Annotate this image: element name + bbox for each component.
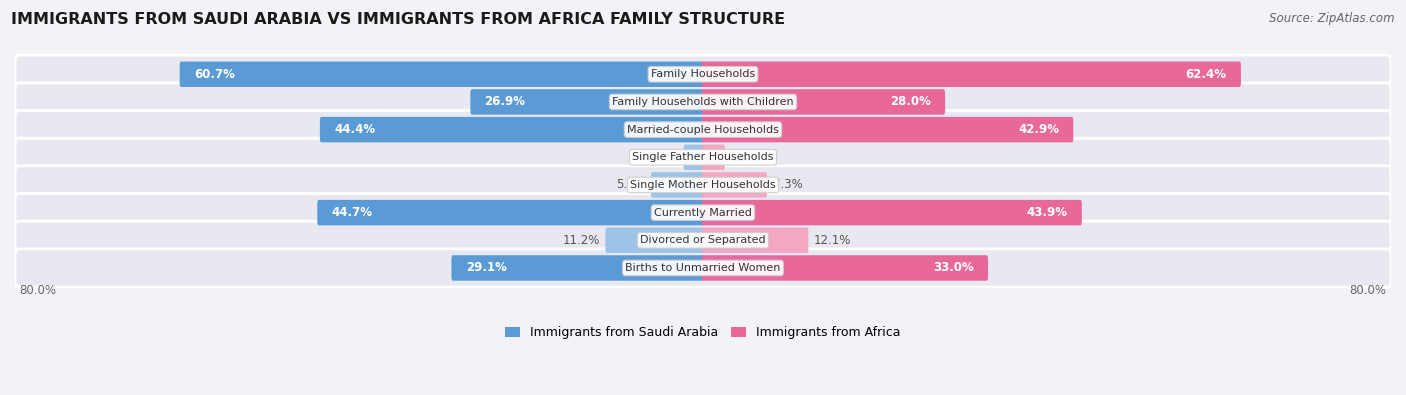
Text: 43.9%: 43.9% xyxy=(1026,206,1067,219)
Text: Single Father Households: Single Father Households xyxy=(633,152,773,162)
Text: 12.1%: 12.1% xyxy=(814,234,851,247)
Text: 62.4%: 62.4% xyxy=(1185,68,1227,81)
FancyBboxPatch shape xyxy=(702,62,1241,87)
FancyBboxPatch shape xyxy=(702,200,1081,226)
FancyBboxPatch shape xyxy=(15,194,1391,232)
Text: 2.1%: 2.1% xyxy=(648,151,678,164)
FancyBboxPatch shape xyxy=(606,228,704,253)
Text: Family Households: Family Households xyxy=(651,69,755,79)
FancyBboxPatch shape xyxy=(180,62,704,87)
FancyBboxPatch shape xyxy=(15,138,1391,177)
FancyBboxPatch shape xyxy=(15,55,1391,93)
FancyBboxPatch shape xyxy=(702,117,1073,142)
FancyBboxPatch shape xyxy=(15,111,1391,149)
Text: 5.9%: 5.9% xyxy=(616,179,645,192)
FancyBboxPatch shape xyxy=(702,172,768,198)
Text: 7.3%: 7.3% xyxy=(773,179,803,192)
Legend: Immigrants from Saudi Arabia, Immigrants from Africa: Immigrants from Saudi Arabia, Immigrants… xyxy=(501,321,905,344)
FancyBboxPatch shape xyxy=(683,145,704,170)
FancyBboxPatch shape xyxy=(318,200,704,226)
Text: Currently Married: Currently Married xyxy=(654,208,752,218)
Text: Single Mother Households: Single Mother Households xyxy=(630,180,776,190)
Text: 42.9%: 42.9% xyxy=(1018,123,1059,136)
FancyBboxPatch shape xyxy=(702,145,725,170)
FancyBboxPatch shape xyxy=(15,166,1391,204)
Text: Family Households with Children: Family Households with Children xyxy=(612,97,794,107)
Text: 26.9%: 26.9% xyxy=(485,96,526,109)
Text: Births to Unmarried Women: Births to Unmarried Women xyxy=(626,263,780,273)
Text: 80.0%: 80.0% xyxy=(20,284,56,297)
FancyBboxPatch shape xyxy=(702,255,988,281)
Text: 2.4%: 2.4% xyxy=(731,151,761,164)
Text: Married-couple Households: Married-couple Households xyxy=(627,124,779,135)
Text: 28.0%: 28.0% xyxy=(890,96,931,109)
Text: 60.7%: 60.7% xyxy=(194,68,235,81)
FancyBboxPatch shape xyxy=(702,89,945,115)
Text: Source: ZipAtlas.com: Source: ZipAtlas.com xyxy=(1270,12,1395,25)
Text: 44.7%: 44.7% xyxy=(332,206,373,219)
FancyBboxPatch shape xyxy=(15,83,1391,121)
FancyBboxPatch shape xyxy=(702,228,808,253)
Text: 33.0%: 33.0% xyxy=(934,261,974,275)
Text: 11.2%: 11.2% xyxy=(562,234,600,247)
FancyBboxPatch shape xyxy=(15,249,1391,287)
Text: 44.4%: 44.4% xyxy=(335,123,375,136)
Text: Divorced or Separated: Divorced or Separated xyxy=(640,235,766,245)
Text: IMMIGRANTS FROM SAUDI ARABIA VS IMMIGRANTS FROM AFRICA FAMILY STRUCTURE: IMMIGRANTS FROM SAUDI ARABIA VS IMMIGRAN… xyxy=(11,12,786,27)
FancyBboxPatch shape xyxy=(15,221,1391,260)
Text: 29.1%: 29.1% xyxy=(465,261,506,275)
FancyBboxPatch shape xyxy=(471,89,704,115)
FancyBboxPatch shape xyxy=(321,117,704,142)
FancyBboxPatch shape xyxy=(451,255,704,281)
Text: 80.0%: 80.0% xyxy=(1350,284,1386,297)
FancyBboxPatch shape xyxy=(651,172,704,198)
